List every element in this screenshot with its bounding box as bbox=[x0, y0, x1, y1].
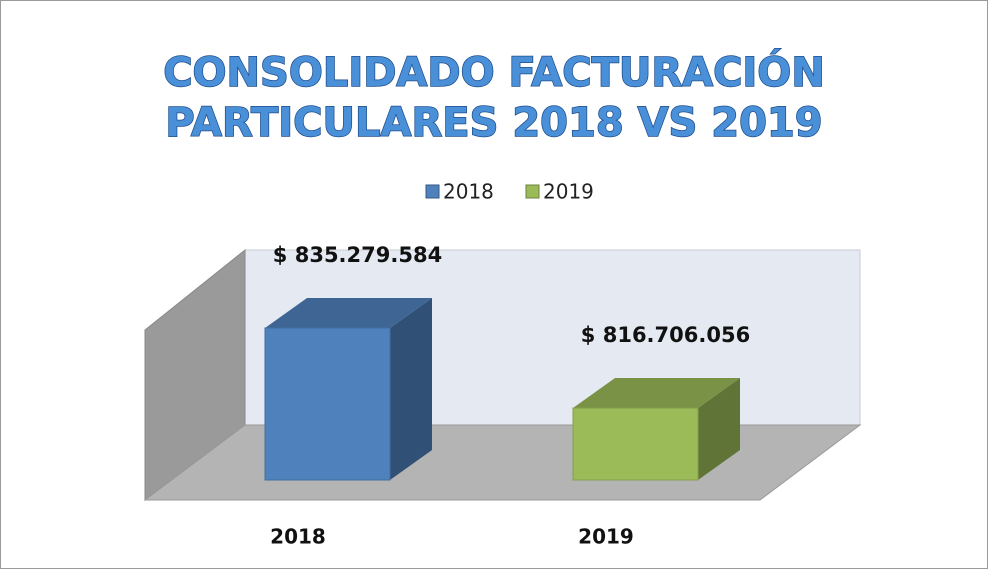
legend-label: 2019 bbox=[543, 180, 594, 204]
x-tick-label: 2018 bbox=[270, 525, 326, 549]
data-label: $ 835.279.584 bbox=[273, 243, 442, 267]
bar-top bbox=[573, 378, 740, 409]
chart-subtitle: PARTICULARES 2018 VS 2019 bbox=[165, 100, 822, 146]
legend: 2018 2019 bbox=[425, 180, 594, 204]
floor bbox=[143, 424, 862, 501]
legend-swatch bbox=[525, 184, 540, 199]
bar bbox=[264, 297, 432, 481]
bar-front bbox=[572, 407, 699, 481]
legend-swatch bbox=[425, 184, 440, 199]
legend-label: 2018 bbox=[443, 180, 494, 204]
bar-top bbox=[265, 297, 432, 328]
bar-side bbox=[698, 378, 740, 480]
data-label: $ 816.706.056 bbox=[581, 323, 750, 347]
bar-front bbox=[264, 327, 391, 481]
bar-side bbox=[390, 297, 432, 480]
chart-title: CONSOLIDADO FACTURACIÓN bbox=[163, 48, 825, 96]
bar bbox=[572, 378, 740, 481]
x-tick-label: 2019 bbox=[578, 525, 634, 549]
